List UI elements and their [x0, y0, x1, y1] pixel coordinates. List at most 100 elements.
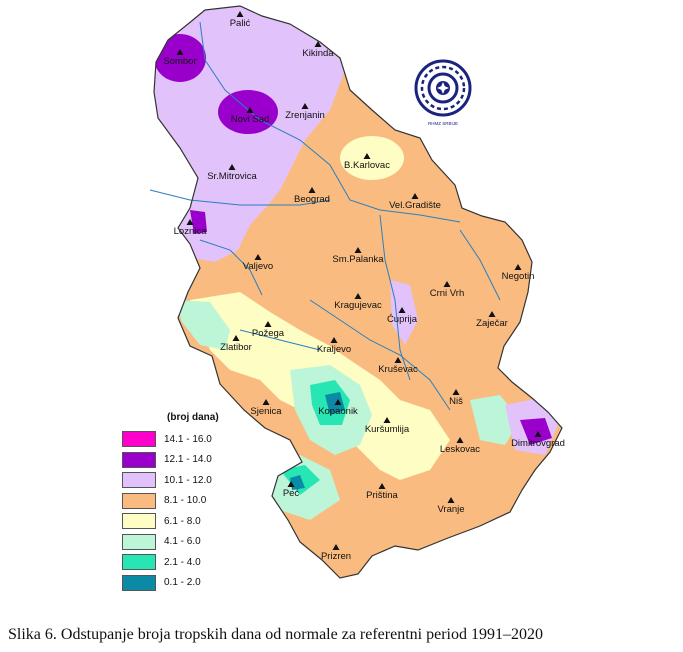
legend-label: 10.1 - 12.0 — [164, 474, 212, 486]
rhmz-logo: RHMZ SRBIJE — [414, 59, 472, 126]
city-marker-triangle — [334, 399, 342, 405]
city-negotin: Negotin — [502, 264, 535, 282]
city-label: Vranje — [437, 504, 464, 515]
legend-swatch — [122, 513, 156, 530]
region-6-8-karlovac — [340, 136, 404, 180]
city-label: Kragujevac — [334, 300, 382, 311]
city-marker-triangle — [452, 389, 460, 395]
city-label: Kopaonik — [318, 406, 358, 417]
city-label: Leskovac — [440, 444, 480, 455]
region-12-14-loznica — [190, 210, 207, 234]
city-kopaonik: Kopaonik — [318, 399, 358, 417]
city-label: Kruševac — [378, 364, 418, 375]
city-krusevac: Kruševac — [378, 357, 418, 375]
city-marker-triangle — [246, 107, 254, 113]
legend-item: 10.1 - 12.0 — [122, 470, 232, 491]
city-label: Kuršumlija — [365, 424, 410, 435]
svg-text:RHMZ SRBIJE: RHMZ SRBIJE — [428, 121, 458, 126]
city-label: Zrenjanin — [285, 110, 325, 121]
city-label: Zaječar — [476, 318, 508, 329]
city-label: Kikinda — [302, 48, 334, 59]
city-marker-triangle — [176, 49, 184, 55]
city-marker-triangle — [308, 187, 316, 193]
city-marker-triangle — [534, 431, 542, 437]
city-kursumlija: Kuršumlija — [365, 417, 410, 435]
city-label: Negotin — [502, 271, 535, 282]
city-label: Ćuprija — [387, 314, 418, 325]
region-12-14-dimitrovgrad — [520, 418, 552, 445]
legend-item: 6.1 - 8.0 — [122, 511, 232, 532]
city-label: Novi Sad — [231, 114, 270, 125]
legend-label: 14.1 - 16.0 — [164, 433, 212, 445]
city-marker-triangle — [262, 399, 270, 405]
rivers — [149, 21, 501, 411]
city-zlatibor: Zlatibor — [220, 335, 252, 353]
city-leskovac: Leskovac — [440, 437, 480, 455]
city-crni-vrh: Crni Vrh — [430, 281, 464, 299]
legend-swatch — [122, 492, 156, 509]
city-label: Prizren — [321, 551, 351, 562]
legend-swatch — [122, 431, 156, 448]
legend-label: 8.1 - 10.0 — [164, 495, 207, 507]
legend-item: 0.1 - 2.0 — [122, 573, 232, 594]
city-marker-triangle — [301, 103, 309, 109]
legend-swatch — [122, 472, 156, 489]
city-marker-triangle — [443, 281, 451, 287]
city-marker-triangle — [330, 337, 338, 343]
city-vranje: Vranje — [437, 497, 465, 515]
city-markers: Palić Kikinda Sombor Novi Sad Zrenjanin B.Kar… — [163, 11, 565, 562]
legend-label: 0.1 - 2.0 — [164, 577, 201, 589]
city-marker-triangle — [398, 307, 406, 313]
city-label: Priština — [366, 490, 398, 501]
legend-item: 12.1 - 14.0 — [122, 450, 232, 471]
city-label: Dimitrovgrad — [511, 438, 565, 449]
legend-label: 4.1 - 6.0 — [164, 536, 201, 548]
city-marker-triangle — [236, 11, 244, 17]
city-marker-triangle — [228, 164, 236, 170]
city-marker-triangle — [447, 497, 455, 503]
legend-item: 2.1 - 4.0 — [122, 552, 232, 573]
city-label: Loznica — [174, 226, 207, 237]
city-label: Valjevo — [243, 261, 273, 272]
city-palic: Palić — [230, 11, 251, 29]
city-label: Požega — [252, 328, 285, 339]
city-marker-triangle — [363, 153, 371, 159]
city-marker-triangle — [354, 247, 362, 253]
city-sombor: Sombor — [163, 49, 197, 67]
city-vel-gradiste: Vel.Gradište — [389, 193, 441, 211]
legend: (broj dana) 14.1 - 16.0 12.1 - 14.0 10.1 -… — [122, 412, 232, 593]
city-label: Zlatibor — [220, 342, 252, 353]
legend-swatch — [122, 451, 156, 468]
city-beograd: Beograd — [294, 187, 330, 205]
city-kragujevac: Kragujevac — [334, 293, 382, 311]
city-marker-triangle — [514, 264, 522, 270]
legend-label: 12.1 - 14.0 — [164, 454, 212, 466]
legend-label: 6.1 - 8.0 — [164, 515, 201, 527]
city-label: B.Karlovac — [344, 160, 390, 171]
city-label: Niš — [449, 396, 463, 407]
legend-title: (broj dana) — [167, 412, 219, 423]
legend-swatch — [122, 554, 156, 571]
region-12-14-sombor — [154, 34, 206, 82]
city-zrenjanin: Zrenjanin — [285, 103, 325, 121]
city-kraljevo: Kraljevo — [317, 337, 351, 355]
city-label: Sombor — [163, 56, 196, 67]
legend-swatch — [122, 574, 156, 591]
city-label: Kraljevo — [317, 344, 351, 355]
legend-rows: 14.1 - 16.0 12.1 - 14.0 10.1 - 12.0 8.1 - 1… — [122, 429, 232, 593]
city-cuprija: Ćuprija — [387, 307, 418, 325]
region-0-2 — [325, 392, 345, 415]
city-marker-triangle — [378, 483, 386, 489]
city-sr-mitrovica: Sr.Mitrovica — [207, 164, 258, 182]
city-marker-triangle — [287, 481, 295, 487]
city-marker-triangle — [332, 544, 340, 550]
city-prizren: Prizren — [321, 544, 351, 562]
city-dimitrovgrad: Dimitrovgrad — [511, 431, 565, 449]
city-label: Sr.Mitrovica — [207, 171, 257, 182]
city-marker-triangle — [411, 193, 419, 199]
city-label: Sm.Palanka — [332, 254, 384, 265]
city-label: Palić — [230, 18, 251, 29]
city-marker-triangle — [314, 41, 322, 47]
city-sjenica: Sjenica — [250, 399, 282, 417]
city-label: Beograd — [294, 194, 330, 205]
